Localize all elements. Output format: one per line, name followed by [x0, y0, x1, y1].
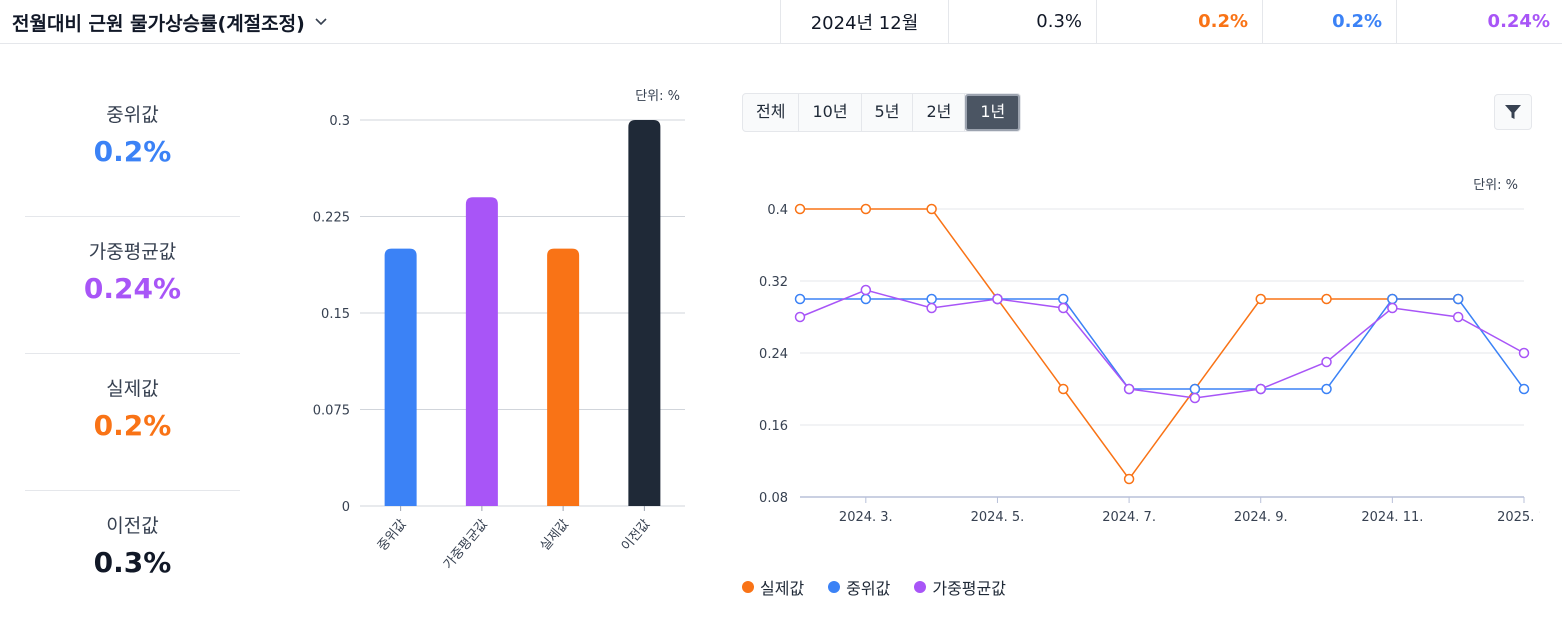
bar-y-tick-label: 0.075	[313, 404, 350, 419]
line-chart-unit-label: 단위: %	[1473, 178, 1518, 193]
kpi-previous: 이전값 0.3%	[25, 491, 240, 628]
line-y-tick-label: 0.24	[759, 347, 788, 362]
series-point	[1255, 383, 1266, 395]
filter-icon	[1505, 105, 1521, 119]
series-point	[926, 302, 937, 314]
line-x-tick-label: 2024. 11.	[1361, 510, 1423, 525]
line-x-tick-label: 2024. 3.	[839, 510, 893, 525]
series-point	[1321, 356, 1332, 368]
legend-item-median[interactable]: 중위값	[828, 575, 890, 599]
kpi-actual: 실제값 0.2%	[25, 354, 240, 491]
legend-swatch	[742, 581, 754, 593]
series-point	[860, 293, 872, 305]
line-x-tick-label: 2024. 7.	[1102, 510, 1156, 525]
bar-x-tick-label: 가중평균값	[441, 517, 491, 572]
legend-swatch	[828, 581, 841, 593]
line-x-tick-label: 2024. 9.	[1234, 510, 1288, 525]
range-selector: 전체 10년 5년 2년 1년	[742, 93, 1022, 132]
bar	[547, 248, 580, 506]
bar-y-tick-label: 0.15	[321, 307, 350, 322]
series-point	[1452, 311, 1464, 323]
line-x-tick-label: 2025. 1.	[1497, 510, 1540, 525]
series-point	[1321, 383, 1332, 395]
indicator-selector[interactable]: 전월대비 근원 물가상승률(계절조정)	[12, 9, 327, 36]
bar-y-tick-label: 0	[342, 500, 350, 515]
series-point	[1123, 383, 1135, 395]
range-button-all[interactable]: 전체	[743, 94, 800, 131]
series-point	[926, 203, 937, 215]
kpi-label: 이전값	[106, 515, 159, 537]
series-point	[860, 203, 872, 215]
bar-chart: 단위: % 0 0.075 0.15 0.225 0.3 중위값 가중평균값 실제값 이전값	[313, 89, 685, 572]
series-line	[800, 298, 1525, 390]
line-y-tick-label: 0.32	[759, 275, 788, 290]
kpi-panel: 중위값 0.2% 가중평균값 0.24% 실제값 0.2% 이전값 0.3%	[25, 80, 240, 628]
bar-x-tick-label: 이전값	[619, 517, 654, 554]
series-point	[1452, 293, 1464, 305]
header-previous-value: 0.3%	[948, 0, 1096, 43]
legend-label: 중위값	[846, 579, 891, 598]
legend-label: 가중평균값	[932, 579, 1006, 598]
kpi-weighted-average: 가중평균값 0.24%	[25, 217, 240, 354]
bar	[628, 120, 661, 506]
series-point	[860, 284, 872, 296]
kpi-value: 0.2%	[93, 135, 172, 168]
series-point	[1058, 302, 1069, 314]
line-y-tick-label: 0.4	[767, 203, 788, 218]
series-point	[1058, 293, 1069, 305]
series-point	[1189, 383, 1201, 395]
series-point	[1123, 473, 1135, 485]
legend-label: 실제값	[760, 579, 805, 598]
top-bar: 전월대비 근원 물가상승률(계절조정) 2024년 12월 0.3% 0.2% …	[0, 0, 1562, 44]
kpi-label: 중위값	[106, 104, 159, 126]
header-date: 2024년 12월	[780, 0, 948, 43]
bar-y-tick-label: 0.3	[329, 114, 350, 129]
series-point	[1387, 302, 1398, 314]
range-button-2y[interactable]: 2년	[913, 94, 966, 131]
kpi-label: 실제값	[106, 378, 159, 400]
bar-x-tick-label: 실제값	[538, 517, 573, 554]
line-chart: 단위: % 0.08 0.16 0.24 0.32 0.4 2024. 3. 2024. 5.…	[759, 178, 1540, 525]
series-point	[1189, 392, 1201, 404]
series-line	[799, 289, 1525, 399]
bar	[384, 248, 417, 506]
series-point	[1255, 293, 1266, 305]
filter-button[interactable]	[1494, 94, 1532, 130]
bar	[465, 197, 498, 506]
chevron-down-icon	[315, 15, 327, 30]
series-point	[992, 293, 1003, 305]
range-button-5y[interactable]: 5년	[862, 94, 914, 131]
header-median-value: 0.2%	[1262, 0, 1396, 43]
line-chart-legend: 실제값 중위값 가중평균값	[742, 575, 1006, 599]
legend-item-weighted-average[interactable]: 가중평균값	[914, 575, 1006, 599]
kpi-value: 0.3%	[93, 546, 172, 579]
legend-swatch	[914, 581, 927, 593]
series-point	[794, 203, 806, 215]
series-point	[1321, 293, 1332, 305]
series-point	[1518, 383, 1530, 395]
series-point	[1058, 383, 1069, 395]
series-point	[1387, 293, 1398, 305]
bar-x-tick-label: 중위값	[375, 517, 410, 554]
range-button-1y[interactable]: 1년	[965, 94, 1021, 131]
line-x-tick-label: 2024. 5.	[971, 510, 1025, 525]
series-point	[794, 293, 806, 305]
kpi-value: 0.24%	[83, 272, 182, 305]
series-point	[794, 311, 806, 323]
header-actual-value: 0.2%	[1096, 0, 1262, 43]
line-y-tick-label: 0.16	[759, 419, 788, 434]
legend-item-actual[interactable]: 실제값	[742, 575, 804, 599]
kpi-label: 가중평균값	[88, 241, 177, 263]
bar-chart-unit-label: 단위: %	[635, 89, 680, 104]
indicator-title: 전월대비 근원 물가상승률(계절조정)	[12, 13, 305, 35]
line-y-tick-label: 0.08	[759, 491, 788, 506]
bar-y-tick-label: 0.225	[313, 211, 350, 226]
kpi-median: 중위값 0.2%	[25, 80, 240, 217]
range-button-10y[interactable]: 10년	[799, 94, 862, 131]
series-point	[926, 293, 937, 305]
series-point	[1518, 347, 1530, 359]
header-weighted-value: 0.24%	[1396, 0, 1562, 43]
kpi-value: 0.2%	[93, 409, 172, 442]
